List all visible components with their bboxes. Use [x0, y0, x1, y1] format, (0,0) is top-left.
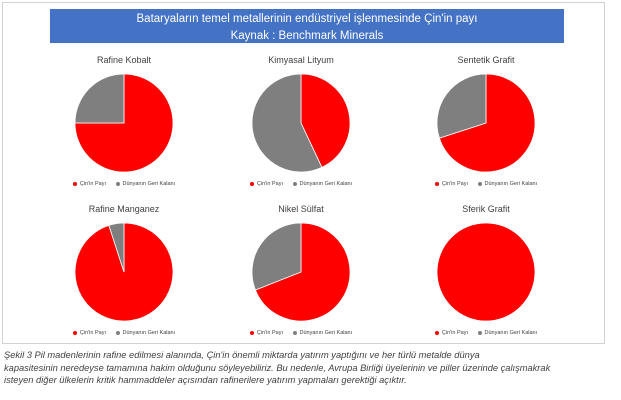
legend-label-china: Çin'in Payı — [256, 181, 283, 187]
pie-title: Nikel Sülfat — [278, 204, 324, 214]
pie-panel-rafine-manganez: Rafine Manganez Çin'in Payı Dünyanın Ger… — [29, 204, 219, 344]
legend-item-rest: Dünyanın Geri Kalanı — [477, 330, 538, 336]
legend-swatch-rest — [477, 181, 482, 186]
pie-title: Kimyasal Lityum — [268, 55, 334, 65]
chart-banner: Bataryaların temel metallerinin endüstri… — [50, 9, 564, 43]
legend-item-china: Çin'in Payı — [249, 330, 283, 336]
caption-line: isteyen diğer ülkelerin kritik hammaddel… — [4, 375, 407, 385]
pie-slice-rest — [74, 73, 125, 124]
legend-label-rest: Dünyanın Geri Kalanı — [299, 181, 353, 187]
pie-slice-rest — [251, 222, 302, 291]
pie-panel-nikel-sulfat: Nikel Sülfat Çin'in Payı Dünyanın Geri K… — [206, 204, 396, 344]
legend-swatch-china — [72, 330, 77, 335]
pie-legend: Çin'in Payı Dünyanın Geri Kalanı — [391, 330, 581, 336]
legend-label-china: Çin'in Payı — [441, 181, 468, 187]
pie-panel-rafine-kobalt: Rafine Kobalt Çin'in Payı Dünyanın Geri … — [29, 55, 219, 195]
legend-label-china: Çin'in Payı — [79, 181, 106, 187]
chart-source: Kaynak : Benchmark Minerals — [230, 30, 384, 42]
legend-label-china: Çin'in Payı — [79, 330, 106, 336]
legend-swatch-rest — [115, 330, 120, 335]
pie-legend: Çin'in Payı Dünyanın Geri Kalanı — [206, 330, 396, 336]
legend-item-rest: Dünyanın Geri Kalanı — [115, 330, 176, 336]
chart-frame: Bataryaların temel metallerinin endüstri… — [2, 2, 605, 344]
legend-item-rest: Dünyanın Geri Kalanı — [115, 181, 176, 187]
legend-label-rest: Dünyanın Geri Kalanı — [122, 330, 176, 336]
legend-item-rest: Dünyanın Geri Kalanı — [292, 330, 353, 336]
legend-swatch-china — [249, 330, 254, 335]
legend-item-rest: Dünyanın Geri Kalanı — [292, 181, 353, 187]
pie-legend: Çin'in Payı Dünyanın Geri Kalanı — [206, 181, 396, 187]
legend-swatch-rest — [292, 181, 297, 186]
pie-panel-sferik-grafit: Sferik Grafit Çin'in Payı Dünyanın Geri … — [391, 204, 581, 344]
legend-swatch-china — [249, 181, 254, 186]
legend-swatch-china — [72, 181, 77, 186]
pie-panel-kimyasal-lityum: Kimyasal Lityum Çin'in Payı Dünyanın Ger… — [206, 55, 396, 195]
legend-label-rest: Dünyanın Geri Kalanı — [299, 330, 353, 336]
pie-chart — [74, 222, 174, 322]
pie-chart — [74, 73, 174, 173]
pie-slice-rest — [251, 73, 323, 173]
caption-line: Şekil 3 Pil madenlerinin rafine edilmesi… — [4, 350, 480, 360]
pie-chart — [436, 73, 536, 173]
pie-title: Sferik Grafit — [462, 204, 510, 214]
pie-legend: Çin'in Payı Dünyanın Geri Kalanı — [391, 181, 581, 187]
pie-title: Rafine Kobalt — [96, 55, 152, 65]
legend-item-china: Çin'in Payı — [249, 181, 283, 187]
legend-label-rest: Dünyanın Geri Kalanı — [484, 181, 538, 187]
pie-legend: Çin'in Payı Dünyanın Geri Kalanı — [29, 181, 219, 187]
pie-slice-rest — [436, 73, 487, 139]
legend-item-china: Çin'in Payı — [434, 181, 468, 187]
legend-swatch-rest — [477, 330, 482, 335]
pie-panel-sentetik-grafit: Sentetik Grafit Çin'in Payı Dünyanın Ger… — [391, 55, 581, 195]
pie-title: Rafine Manganez — [88, 204, 160, 214]
pie-legend: Çin'in Payı Dünyanın Geri Kalanı — [29, 330, 219, 336]
legend-item-china: Çin'in Payı — [434, 330, 468, 336]
caption-line: kapasitesinin neredeyse tamamına hakim o… — [4, 362, 551, 373]
pie-slice-china — [300, 73, 351, 168]
legend-item-china: Çin'in Payı — [72, 181, 106, 187]
pie-slice-china — [254, 222, 351, 322]
legend-label-china: Çin'in Payı — [256, 330, 283, 336]
legend-swatch-china — [434, 330, 439, 335]
legend-swatch-rest — [292, 330, 297, 335]
legend-item-china: Çin'in Payı — [72, 330, 106, 336]
legend-label-rest: Dünyanın Geri Kalanı — [484, 330, 538, 336]
legend-swatch-rest — [115, 181, 120, 186]
figure-caption: Şekil 3 Pil madenlerinin rafine edilmesi… — [4, 349, 620, 387]
pie-slice-china — [436, 222, 536, 322]
legend-label-china: Çin'in Payı — [441, 330, 468, 336]
pie-chart — [251, 222, 351, 322]
chart-title: Bataryaların temel metallerinin endüstri… — [136, 13, 478, 25]
pie-slice-china — [438, 73, 536, 173]
legend-label-rest: Dünyanın Geri Kalanı — [122, 181, 176, 187]
legend-swatch-china — [434, 181, 439, 186]
pie-title: Sentetik Grafit — [457, 55, 515, 65]
legend-item-rest: Dünyanın Geri Kalanı — [477, 181, 538, 187]
pie-slice-rest — [108, 222, 125, 273]
pie-slice-china — [74, 73, 174, 173]
pie-chart — [436, 222, 536, 322]
pie-chart — [251, 73, 351, 173]
